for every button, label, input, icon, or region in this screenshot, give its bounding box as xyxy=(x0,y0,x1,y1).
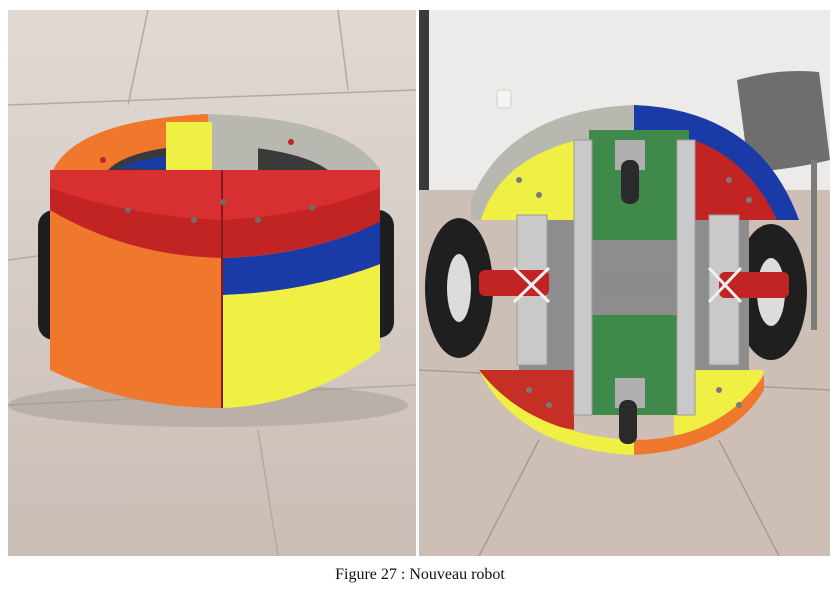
deck-screws xyxy=(100,139,315,223)
caster-wheels xyxy=(615,140,645,444)
yellow-plate xyxy=(166,122,212,170)
yellow-body-panel xyxy=(222,264,380,408)
cable-ties xyxy=(512,266,743,304)
left-motor xyxy=(479,270,549,296)
orange-body-panel xyxy=(50,210,222,408)
robot-underside-photo xyxy=(419,10,830,556)
blue-band xyxy=(222,222,380,295)
robot-side-view-photo xyxy=(8,10,416,556)
right-motor xyxy=(719,272,789,298)
figure-caption: Figure 27 : Nouveau robot xyxy=(335,566,505,583)
power-outlet xyxy=(496,89,512,109)
chair xyxy=(737,71,830,330)
